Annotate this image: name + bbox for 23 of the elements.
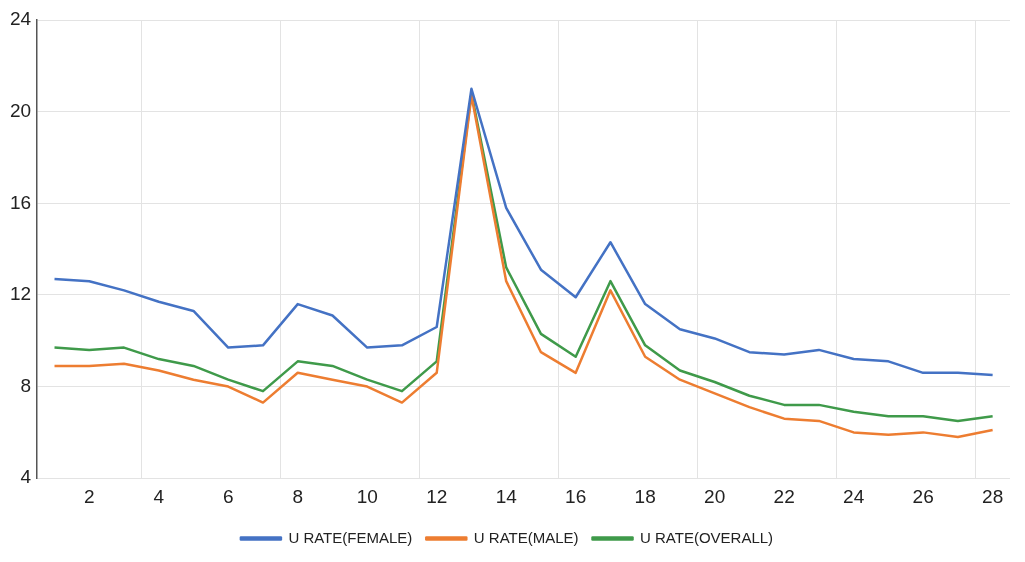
x-tick-label: 10 <box>356 485 378 507</box>
x-tick-label: 18 <box>634 485 656 507</box>
x-tick-label: 2 <box>83 485 95 507</box>
x-tick-label: 28 <box>982 485 1004 507</box>
y-tick-label: 8 <box>20 374 32 396</box>
y-tick-label: 12 <box>9 283 32 305</box>
x-tick-label: 8 <box>292 485 304 507</box>
x-tick-label: 26 <box>912 485 934 507</box>
x-tick-label: 24 <box>843 485 865 507</box>
y-tick-label: 24 <box>9 8 32 30</box>
legend-label: U RATE(FEMALE) <box>288 528 413 546</box>
x-tick-label: 16 <box>565 485 587 507</box>
legend-label: U RATE(MALE) <box>473 528 579 546</box>
x-tick-label: 12 <box>426 485 448 507</box>
y-tick-label: 4 <box>20 466 32 488</box>
legend-label: U RATE(OVERALL) <box>640 528 774 546</box>
x-tick-label: 20 <box>704 485 726 507</box>
x-tick-label: 4 <box>153 485 165 507</box>
x-tick-label: 14 <box>495 485 518 507</box>
y-tick-label: 20 <box>9 99 32 121</box>
y-tick-label: 16 <box>9 191 32 213</box>
x-tick-label: 22 <box>773 485 795 507</box>
x-tick-label: 6 <box>222 485 234 507</box>
